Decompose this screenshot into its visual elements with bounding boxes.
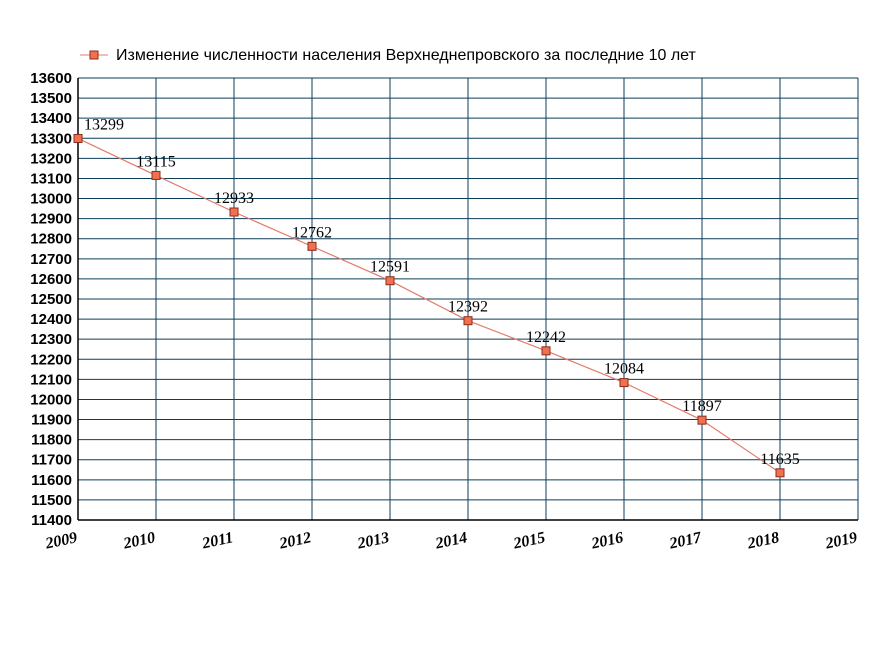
y-tick-label: 12000 (30, 391, 72, 408)
y-axis-tick-labels: 11400 11500 11600 11700 11800 11900 12000 12100… (30, 70, 72, 529)
data-label: 12392 (448, 299, 488, 316)
data-label: 12591 (370, 259, 410, 276)
x-tick-label: 2010 (121, 529, 157, 552)
data-point-marker (541, 346, 551, 356)
x-tick-label: 2018 (745, 529, 781, 552)
x-tick-label: 2016 (589, 529, 625, 552)
data-point-marker (619, 378, 629, 388)
data-point-marker (229, 207, 239, 217)
y-tick-label: 13600 (30, 70, 72, 87)
data-point-marker (73, 133, 83, 143)
data-point-marker (307, 241, 317, 251)
y-tick-label: 12300 (30, 331, 72, 348)
chart-axes (77, 78, 858, 521)
data-label: 11897 (682, 398, 721, 415)
x-axis-tick-labels: 2009 2010 2011 2012 2013 2014 2015 2016 2017 2018… (43, 529, 859, 553)
y-tick-label: 11600 (31, 472, 72, 489)
data-label: 12762 (292, 224, 332, 241)
data-point-marker (385, 276, 395, 286)
y-tick-label: 13400 (30, 110, 72, 127)
x-tick-label: 2012 (277, 529, 313, 552)
chart-legend: Изменение численности населения Верхнедн… (80, 47, 697, 64)
y-tick-label: 11900 (31, 412, 72, 429)
series-line (77, 137, 781, 474)
x-tick-label: 2014 (433, 529, 469, 552)
x-tick-label: 2017 (667, 529, 704, 553)
y-tick-label: 11700 (31, 452, 72, 469)
series-population (73, 133, 785, 478)
y-tick-label: 12500 (30, 291, 72, 308)
data-point-marker (697, 415, 707, 425)
y-tick-label: 12400 (30, 311, 72, 328)
data-label: 12084 (604, 361, 644, 378)
y-tick-label: 12800 (30, 231, 72, 248)
data-label: 13299 (84, 116, 124, 133)
y-tick-label: 12900 (30, 211, 72, 228)
y-tick-label: 12700 (30, 251, 72, 268)
x-tick-label: 2015 (511, 529, 547, 552)
data-point-marker (151, 170, 161, 180)
legend-series-name: Изменение численности населения Верхнедн… (116, 47, 697, 64)
y-tick-label: 13300 (30, 130, 72, 147)
x-tick-label: 2011 (200, 529, 235, 552)
data-point-marker (775, 468, 785, 478)
y-tick-label: 12200 (30, 351, 72, 368)
x-tick-label: 2013 (355, 529, 391, 552)
data-labels: 13299 13115 12933 12762 12591 12392 12242 12084… (84, 116, 800, 467)
data-label: 13115 (136, 153, 175, 170)
x-tick-label: 2009 (43, 529, 79, 552)
data-label: 12242 (526, 329, 566, 346)
y-tick-label: 12600 (30, 271, 72, 288)
data-label: 11635 (760, 451, 799, 468)
y-tick-label: 13000 (30, 191, 72, 208)
legend-marker-swatch (89, 50, 99, 60)
y-tick-label: 12100 (30, 371, 72, 388)
data-label: 12933 (214, 190, 254, 207)
y-tick-label: 11500 (31, 492, 72, 509)
x-tick-label: 2019 (823, 529, 859, 552)
y-tick-label: 13100 (30, 170, 72, 187)
y-tick-label: 13200 (30, 150, 72, 167)
y-tick-label: 11400 (31, 512, 72, 529)
data-point-marker (463, 316, 473, 326)
y-tick-label: 11800 (31, 432, 72, 449)
y-tick-label: 13500 (30, 90, 72, 107)
